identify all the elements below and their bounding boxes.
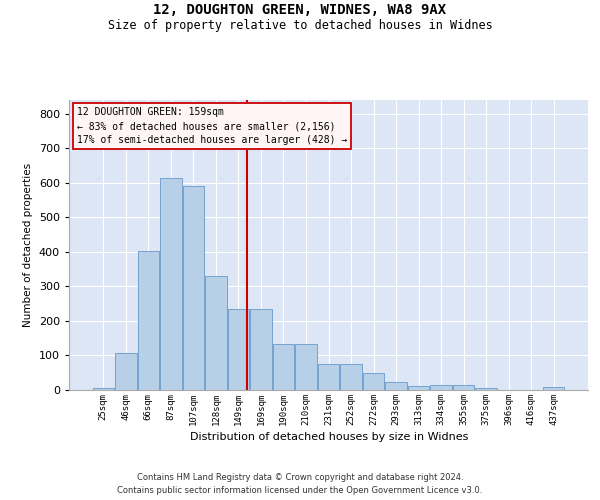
Bar [453, 385, 475, 390]
Bar [182, 186, 204, 390]
Text: Contains HM Land Registry data © Crown copyright and database right 2024.: Contains HM Land Registry data © Crown c… [137, 472, 463, 482]
Bar [295, 344, 317, 390]
Bar [115, 353, 137, 390]
Text: Contains public sector information licensed under the Open Government Licence v3: Contains public sector information licen… [118, 486, 482, 495]
Bar [543, 387, 565, 390]
Bar [250, 309, 272, 390]
Bar [205, 276, 227, 390]
Bar [137, 251, 159, 390]
Bar [340, 364, 362, 390]
Bar [475, 388, 497, 390]
Text: 12, DOUGHTON GREEN, WIDNES, WA8 9AX: 12, DOUGHTON GREEN, WIDNES, WA8 9AX [154, 2, 446, 16]
Bar [92, 388, 114, 390]
Text: 12 DOUGHTON GREEN: 159sqm
← 83% of detached houses are smaller (2,156)
17% of se: 12 DOUGHTON GREEN: 159sqm ← 83% of detac… [77, 108, 347, 146]
Bar [430, 385, 452, 390]
Bar [408, 386, 429, 390]
Bar [273, 344, 294, 390]
Text: Size of property relative to detached houses in Widnes: Size of property relative to detached ho… [107, 19, 493, 32]
Y-axis label: Number of detached properties: Number of detached properties [23, 163, 33, 327]
Bar [385, 382, 407, 390]
Bar [363, 374, 384, 390]
Bar [228, 309, 249, 390]
Bar [318, 364, 339, 390]
Bar [160, 178, 182, 390]
Text: Distribution of detached houses by size in Widnes: Distribution of detached houses by size … [190, 432, 468, 442]
